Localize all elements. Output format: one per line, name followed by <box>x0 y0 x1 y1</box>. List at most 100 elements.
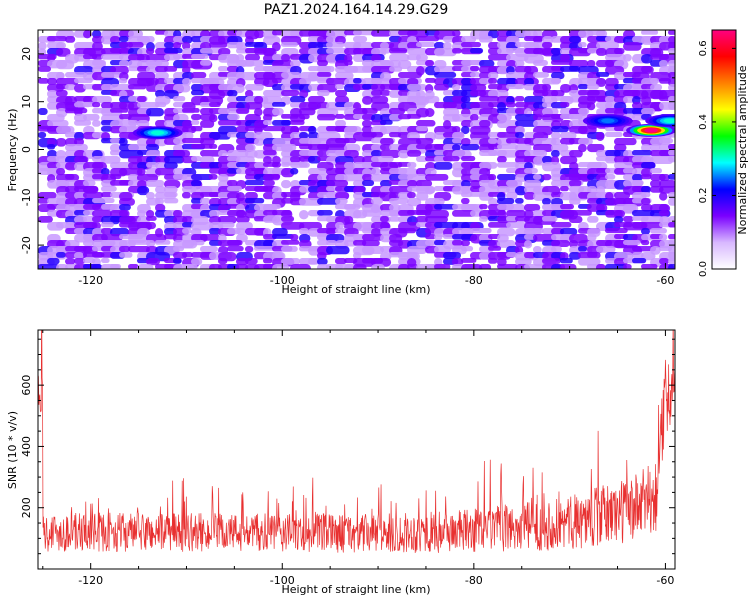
spectrogram-cell <box>362 234 384 241</box>
spectrogram-cell <box>155 102 167 108</box>
spectrogram-cell <box>497 132 519 138</box>
spectrogram-cell <box>308 258 320 265</box>
spectrogram-x-ticks: -120 -100 -80 -60 <box>42 30 674 287</box>
spectrogram-cell <box>596 72 610 77</box>
spectrogram-cell <box>470 132 491 140</box>
spectrogram-cell <box>605 228 628 234</box>
spectrogram-cell <box>407 264 418 269</box>
spectrogram-cell <box>371 156 394 163</box>
spectrogram-cell <box>461 258 477 263</box>
spectrogram-cell <box>119 252 133 258</box>
spectrogram-cell <box>389 216 400 222</box>
spectrogram-cell <box>83 30 92 39</box>
spectrogram-cell <box>317 252 327 260</box>
spectrogram-cell <box>425 60 435 67</box>
spectrogram-cell <box>398 90 410 96</box>
spectrogram-cell <box>164 192 178 198</box>
spectrogram-cell <box>218 120 242 126</box>
spectrogram-cell <box>182 72 194 80</box>
spectrogram-cell <box>245 180 265 186</box>
spectrogram-cell <box>551 48 562 55</box>
spectrogram-cell <box>119 60 129 68</box>
spectrogram-cell <box>182 78 192 86</box>
spectrogram-cell <box>344 60 353 66</box>
snr-series-line <box>38 330 675 553</box>
spectrogram-cell <box>128 264 139 269</box>
spectrogram-cell <box>164 186 178 194</box>
spectrogram-cell <box>245 192 258 200</box>
spectrogram-cell <box>317 150 329 157</box>
spectrogram-cell <box>515 96 525 102</box>
spectrogram-cell <box>83 102 95 107</box>
spectrogram-cell <box>668 150 675 156</box>
spectrogram-cell <box>263 240 275 248</box>
spectrogram-cell <box>389 198 409 204</box>
spectrogram-cell <box>335 114 345 119</box>
spectrogram-cell <box>362 210 382 217</box>
spectrogram-cell <box>659 138 674 144</box>
spectrogram-cell <box>560 132 577 140</box>
spectrogram-cell <box>191 144 213 149</box>
spectrogram-cell <box>182 42 191 50</box>
spectrogram-cell <box>56 252 66 258</box>
colorbar-tick-label: 0.6 <box>698 40 709 56</box>
spectrogram-cell <box>272 30 283 36</box>
spectrogram-cell <box>632 252 644 259</box>
spectrogram-cell <box>137 168 146 176</box>
spectrogram-cell <box>272 264 290 269</box>
spectrogram-cell <box>551 240 570 247</box>
spectrogram-cell <box>200 186 222 193</box>
spectrogram-cell <box>128 42 144 48</box>
spectrogram-cell <box>398 72 422 78</box>
spectrogram-y-ticks: -20 -10 0 10 20 <box>20 29 675 270</box>
spectrogram-cell <box>470 66 480 72</box>
spectrogram-cell <box>497 264 518 269</box>
spectrogram-cell <box>47 258 60 265</box>
spectrogram-x-label: Height of straight line (km) <box>281 283 430 296</box>
spectrogram-cell <box>614 144 627 152</box>
spectrogram-cell <box>551 90 565 97</box>
spectrogram-cell <box>416 138 434 145</box>
spectrogram-cell <box>452 84 461 91</box>
spectrogram-cell <box>551 78 562 84</box>
spectrogram-cell <box>362 180 375 186</box>
spectrogram-cell <box>227 180 238 187</box>
x-tick-label: -120 <box>78 574 103 587</box>
spectrogram-cell <box>632 180 644 186</box>
spectrogram-cell <box>623 216 634 223</box>
spectrogram-cell <box>281 180 292 189</box>
spectrogram-cell <box>659 60 668 68</box>
spectrogram-cell <box>542 174 552 181</box>
spectrogram-cell <box>668 264 675 269</box>
spectrogram-cell <box>533 114 543 121</box>
x-tick-label: -120 <box>78 274 103 287</box>
spectrogram-cell <box>74 120 92 126</box>
spectrogram-cell <box>128 66 139 72</box>
spectrogram-cell <box>668 72 675 79</box>
spectrogram-cell <box>173 210 183 218</box>
spectrogram-cell <box>146 240 156 247</box>
spectrogram-cell <box>281 240 300 245</box>
spectrogram-cell <box>227 246 244 252</box>
snr-frame <box>37 329 676 570</box>
spectrogram-cell <box>551 150 560 158</box>
colorbar-tick-label: 0.2 <box>698 188 709 204</box>
spectrogram-cell <box>101 126 113 132</box>
spectrogram-cell <box>650 84 663 91</box>
spectrogram-cell <box>353 78 362 84</box>
spectrogram-cell <box>119 78 128 84</box>
spectrogram-cell <box>65 144 88 151</box>
spectrogram-cell <box>497 114 512 121</box>
spectrogram-cell <box>578 42 587 48</box>
spectrogram-cell <box>479 228 491 234</box>
spectrogram-cell <box>110 138 121 144</box>
spectrogram-cell <box>515 120 538 127</box>
spectrogram-cell <box>371 150 382 158</box>
spectrogram-cell <box>488 198 498 206</box>
spectrogram-cell <box>641 252 656 261</box>
spectrogram-cell <box>668 222 675 228</box>
spectrogram-cell <box>191 120 200 125</box>
spectrogram-cell <box>443 102 467 110</box>
spectrogram-cell <box>209 132 231 140</box>
spectrogram-feature <box>663 118 675 124</box>
